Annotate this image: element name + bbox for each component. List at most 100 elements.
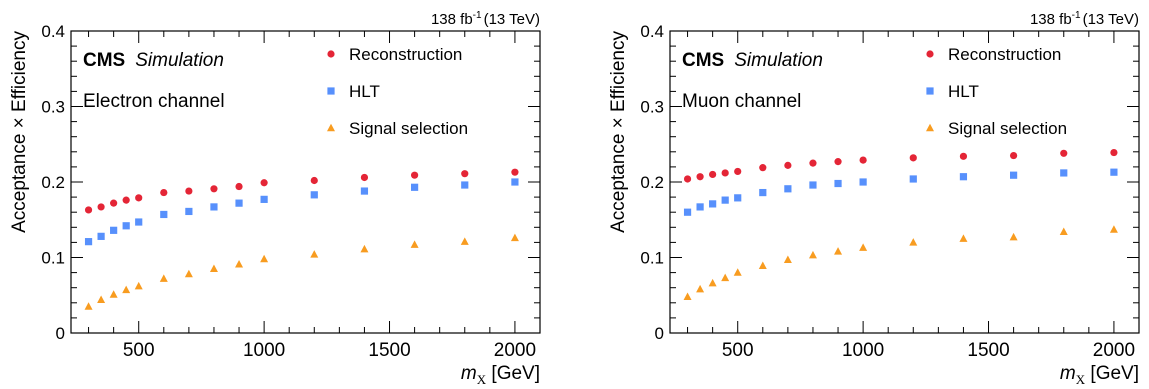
cms-label: CMS Simulation bbox=[83, 50, 224, 71]
series-circle bbox=[84, 168, 519, 214]
x-axis-title: mX [GeV] bbox=[461, 363, 540, 387]
data-point bbox=[109, 290, 118, 298]
data-point bbox=[1009, 232, 1018, 241]
legend-marker-square bbox=[327, 87, 335, 95]
data-point bbox=[696, 203, 704, 211]
series-square bbox=[683, 168, 1118, 216]
data-point bbox=[185, 207, 193, 216]
legend-marker-triangle bbox=[327, 123, 335, 132]
lumi-exponent: -1 bbox=[1072, 10, 1081, 21]
x-tick-label: 2000 bbox=[1093, 340, 1135, 361]
data-point bbox=[784, 161, 792, 169]
data-point bbox=[461, 170, 469, 178]
data-point bbox=[809, 159, 817, 167]
data-point bbox=[1060, 169, 1068, 177]
x-tick-label: 1000 bbox=[243, 340, 285, 361]
energy-label: (13 TeV) bbox=[484, 11, 540, 28]
data-point bbox=[97, 295, 106, 303]
x-tick-label: 1500 bbox=[967, 340, 1009, 361]
data-point bbox=[159, 274, 168, 282]
data-point bbox=[410, 183, 419, 191]
data-point bbox=[260, 195, 268, 203]
x-axis-title-sub: X bbox=[1076, 372, 1086, 387]
data-point bbox=[1009, 171, 1018, 179]
data-point bbox=[733, 268, 742, 276]
data-point bbox=[134, 281, 143, 290]
data-point bbox=[734, 167, 742, 176]
cms-label: CMS Simulation bbox=[682, 50, 823, 71]
data-point bbox=[122, 196, 130, 204]
data-point bbox=[110, 199, 118, 207]
energy-label: (13 TeV) bbox=[1083, 11, 1139, 28]
data-point bbox=[1060, 149, 1068, 157]
data-point bbox=[160, 210, 168, 219]
data-point bbox=[135, 194, 143, 202]
legend: Reconstruction HLT Signal selection bbox=[926, 45, 1067, 138]
x-axis-title-unit: [GeV] bbox=[486, 363, 540, 384]
cms-text: CMS bbox=[83, 50, 125, 71]
data-point bbox=[235, 182, 243, 191]
data-point bbox=[1110, 168, 1118, 176]
y-tick-label: 0.1 bbox=[640, 249, 664, 268]
data-point bbox=[834, 158, 842, 166]
y-axis-title: Acceptance × Efficiency bbox=[9, 31, 30, 233]
data-point bbox=[235, 199, 243, 207]
x-axis-title: mX [GeV] bbox=[1060, 363, 1139, 387]
data-point bbox=[510, 233, 519, 242]
legend-label: Signal selection bbox=[349, 119, 468, 138]
data-point bbox=[909, 154, 917, 162]
data-point bbox=[310, 176, 318, 185]
lumi-label: 138 fb-1 (13 TeV) bbox=[431, 10, 540, 28]
legend: Reconstruction HLT Signal selection bbox=[327, 45, 468, 138]
data-point bbox=[461, 181, 469, 189]
data-point bbox=[1110, 148, 1118, 157]
data-point bbox=[683, 175, 692, 183]
data-point bbox=[834, 247, 843, 255]
data-point bbox=[460, 237, 469, 245]
legend-label: HLT bbox=[349, 82, 380, 101]
data-point bbox=[235, 259, 244, 268]
x-tick-label: 2000 bbox=[494, 340, 536, 361]
data-point bbox=[909, 238, 918, 246]
data-point bbox=[1059, 227, 1068, 236]
data-point bbox=[758, 261, 767, 270]
data-point bbox=[859, 243, 868, 251]
data-point bbox=[709, 200, 717, 208]
series-triangle bbox=[683, 225, 1118, 300]
y-tick-label: 0 bbox=[655, 324, 664, 343]
data-point bbox=[783, 255, 792, 263]
data-point bbox=[759, 188, 767, 197]
lumi-label: 138 fb-1 (13 TeV) bbox=[1030, 10, 1139, 28]
data-point bbox=[310, 250, 319, 258]
x-axis: 500 1000 1500 2000 bbox=[88, 31, 541, 361]
legend-label: Signal selection bbox=[948, 119, 1067, 138]
y-tick-label: 0 bbox=[56, 324, 65, 343]
x-tick-label: 500 bbox=[722, 340, 754, 361]
data-point bbox=[909, 175, 917, 183]
data-point bbox=[708, 278, 717, 287]
chart-panel-2: 500 1000 1500 2000 0 0.1 0.2 0.3 0.4 Acceptance ×… bbox=[608, 10, 1140, 387]
data-point bbox=[721, 169, 729, 177]
data-point bbox=[360, 244, 369, 253]
data-point bbox=[310, 191, 318, 199]
data-point bbox=[683, 292, 692, 300]
y-tick-label: 0.2 bbox=[640, 173, 664, 192]
x-tick-label: 1500 bbox=[368, 340, 410, 361]
data-point bbox=[696, 284, 705, 293]
data-point bbox=[834, 179, 842, 188]
data-point bbox=[721, 196, 729, 204]
data-point bbox=[209, 264, 218, 273]
data-point bbox=[696, 173, 704, 181]
data-point bbox=[511, 168, 519, 176]
y-tick-label: 0.3 bbox=[41, 98, 65, 117]
cms-text: CMS bbox=[682, 50, 724, 71]
x-tick-label: 1000 bbox=[842, 340, 884, 361]
y-tick-label: 0.1 bbox=[41, 249, 65, 268]
legend-marker-circle bbox=[926, 50, 934, 58]
data-point bbox=[959, 173, 968, 181]
data-point bbox=[410, 240, 419, 248]
chart-panel-1: 500 1000 1500 2000 0 0.1 0.2 0.3 0.4 Acceptance ×… bbox=[9, 10, 541, 387]
data-point bbox=[260, 179, 268, 187]
x-axis: 500 1000 1500 2000 bbox=[687, 31, 1140, 361]
